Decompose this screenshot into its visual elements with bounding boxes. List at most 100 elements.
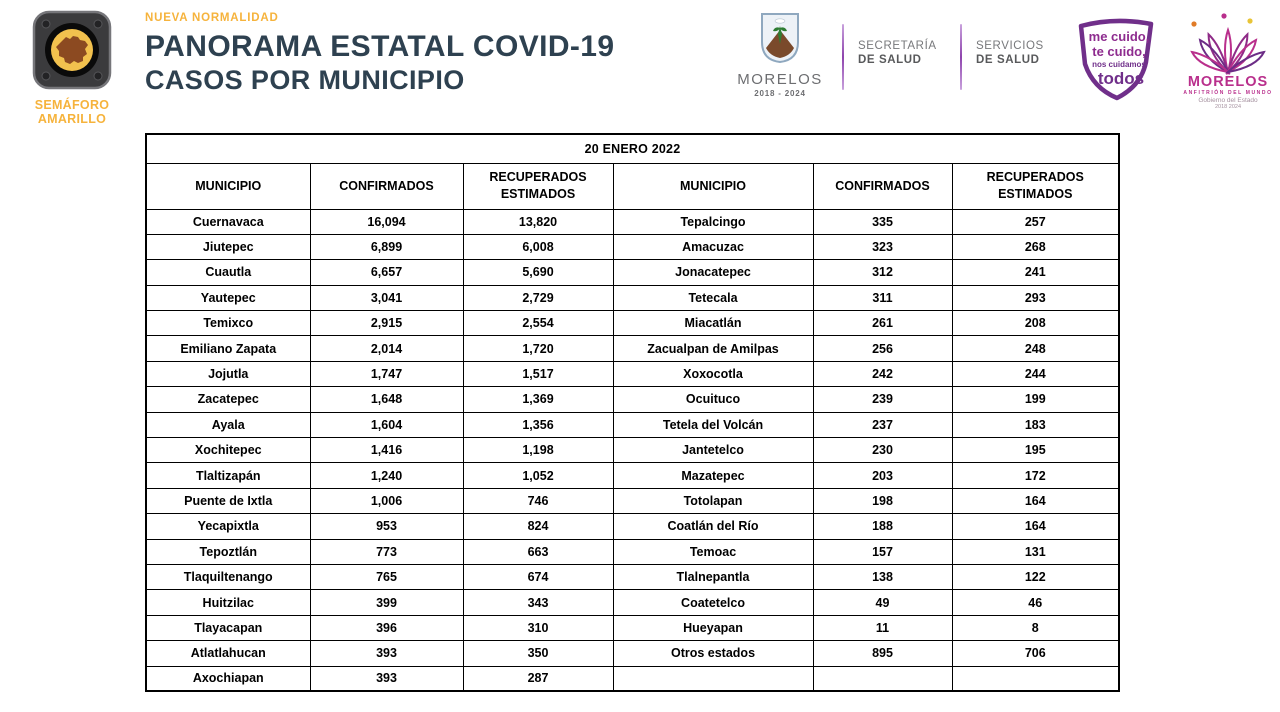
confirmados-cell: 11 (812, 614, 953, 642)
confirmados-cell: 773 (309, 538, 464, 565)
page-subtitle: CASOS POR MUNICIPIO (145, 64, 465, 95)
confirmados-cell: 399 (309, 589, 464, 616)
recuperados-cell: 248 (951, 335, 1120, 362)
municipio-cell (612, 665, 814, 692)
secretaria-line1: SECRETARÍA (858, 40, 937, 52)
municipio-cell: Tlaquiltenango (145, 563, 311, 591)
recuperados-cell: 674 (462, 563, 614, 591)
table-row: Huitzilac 399 343 Coatetelco 49 46 (145, 589, 1120, 616)
recuperados-cell: 195 (951, 437, 1120, 464)
recuperados-cell: 2,729 (462, 284, 614, 312)
confirmados-cell: 2,014 (309, 335, 464, 362)
confirmados-cell: 239 (812, 386, 953, 413)
shield-line2: te cuido, (1092, 44, 1145, 59)
confirmados-cell: 237 (812, 411, 953, 439)
municipio-cell: Coatetelco (612, 589, 814, 616)
recuperados-cell: 310 (462, 614, 614, 642)
municipio-cell: Otros estados (612, 640, 814, 667)
secretaria-line2: DE SALUD (858, 54, 922, 66)
municipio-cell: Temixco (145, 310, 311, 337)
municipio-cell: Tepoztlán (145, 538, 311, 565)
confirmados-cell: 1,240 (309, 462, 464, 489)
table-row: Axochiapan 393 287 (145, 665, 1120, 692)
shield-line4: todos (1098, 69, 1144, 88)
morelos-gov-years: 2018 - 2024 (754, 89, 806, 98)
recuperados-cell: 293 (951, 284, 1120, 312)
confirmados-cell (812, 665, 953, 692)
recuperados-cell: 122 (951, 563, 1120, 591)
municipio-cell: Atlatlahucan (145, 640, 311, 667)
recuperados-cell: 164 (951, 487, 1120, 515)
col-header-municipio-right: MUNICIPIO (612, 162, 814, 210)
col-header-municipio-left: MUNICIPIO (145, 162, 311, 210)
municipio-cell: Ayala (145, 411, 311, 439)
confirmados-cell: 396 (309, 614, 464, 642)
municipio-cell: Tetecala (612, 284, 814, 312)
table-row: Tlayacapan 396 310 Hueyapan 11 8 (145, 614, 1120, 642)
confirmados-cell: 895 (812, 640, 953, 667)
me-cuido-shield-logo: me cuido, te cuido, nos cuidamos todos (1068, 14, 1162, 109)
table-row: Zacatepec 1,648 1,369 Ocuituco 239 199 (145, 386, 1120, 413)
confirmados-cell: 393 (309, 640, 464, 667)
confirmados-cell: 323 (812, 233, 953, 261)
confirmados-cell: 6,899 (309, 233, 464, 261)
municipio-cell: Emiliano Zapata (145, 335, 311, 362)
recuperados-cell: 350 (462, 640, 614, 667)
municipio-cell: Yautepec (145, 284, 311, 312)
semaforo-amarillo-logo: SEMÁFORO AMARILLO (28, 10, 116, 127)
col-header-recuperados-left: RECUPERADOS ESTIMADOS (462, 162, 614, 210)
confirmados-cell: 765 (309, 563, 464, 591)
morelos-gov-name: MORELOS (737, 71, 823, 88)
recuperados-cell: 1,517 (462, 360, 614, 388)
table-date-row: 20 ENERO 2022 (145, 133, 1120, 164)
recuperados-cell: 343 (462, 589, 614, 616)
recuperados-cell: 208 (951, 310, 1120, 337)
eyebrow-text: NUEVA NORMALIDAD (145, 12, 279, 24)
municipio-cell: Temoac (612, 538, 814, 565)
confirmados-cell: 1,747 (309, 360, 464, 388)
table-row: Cuautla 6,657 5,690 Jonacatepec 312 241 (145, 259, 1120, 286)
municipio-cell: Ocuituco (612, 386, 814, 413)
table-row: Jojutla 1,747 1,517 Xoxocotla 242 244 (145, 360, 1120, 388)
confirmados-cell: 311 (812, 284, 953, 312)
recuperados-cell: 131 (951, 538, 1120, 565)
confirmados-cell: 312 (812, 259, 953, 286)
municipio-cell: Zacualpan de Amilpas (612, 335, 814, 362)
municipio-cell: Yecapixtla (145, 513, 311, 540)
agave-flower-icon: MORELOS ANFITRIÓN DEL MUNDO Gobierno del… (1183, 13, 1271, 110)
table-row: Temixco 2,915 2,554 Miacatlán 261 208 (145, 310, 1120, 337)
table-row: Tlaquiltenango 765 674 Tlalnepantla 138 122 (145, 563, 1120, 591)
table-body: Cuernavaca 16,094 13,820 Tepalcingo 335 257 Ji… (145, 208, 1120, 692)
morelos-brand-logo: MORELOS ANFITRIÓN DEL MUNDO Gobierno del… (1178, 8, 1274, 115)
municipio-cell: Cuernavaca (145, 208, 311, 235)
recuperados-cell: 257 (951, 208, 1120, 235)
municipio-cell: Cuautla (145, 259, 311, 286)
table-row: Atlatlahucan 393 350 Otros estados 895 706 (145, 640, 1120, 667)
servicios-line2: DE SALUD (976, 54, 1040, 66)
recuperados-cell: 706 (951, 640, 1120, 667)
shield-icon: me cuido, te cuido, nos cuidamos todos (1078, 18, 1154, 101)
table-row: Tlaltizapán 1,240 1,052 Mazatepec 203 172 (145, 462, 1120, 489)
confirmados-cell: 138 (812, 563, 953, 591)
municipio-cell: Xoxocotla (612, 360, 814, 388)
table-row: Xochitepec 1,416 1,198 Jantetelco 230 195 (145, 437, 1120, 464)
recuperados-cell: 2,554 (462, 310, 614, 337)
divider (960, 24, 962, 90)
recuperados-cell: 746 (462, 487, 614, 515)
page-title: PANORAMA ESTATAL COVID-19 (145, 30, 615, 63)
recuperados-cell: 1,720 (462, 335, 614, 362)
traffic-light-icon (32, 10, 112, 90)
semaforo-caption: SEMÁFORO AMARILLO (34, 98, 110, 127)
col-header-recuperados-right: RECUPERADOS ESTIMADOS (951, 162, 1120, 210)
confirmados-cell: 1,416 (309, 437, 464, 464)
date-header: 20 ENERO 2022 (145, 133, 1120, 164)
morelos-crest-icon (761, 13, 799, 64)
recuperados-cell: 663 (462, 538, 614, 565)
recuperados-cell: 268 (951, 233, 1120, 261)
table-row: Tepoztlán 773 663 Temoac 157 131 (145, 538, 1120, 565)
municipio-cell: Amacuzac (612, 233, 814, 261)
municipio-cell: Tepalcingo (612, 208, 814, 235)
municipio-cell: Jojutla (145, 360, 311, 388)
municipio-cell: Zacatepec (145, 386, 311, 413)
confirmados-cell: 242 (812, 360, 953, 388)
